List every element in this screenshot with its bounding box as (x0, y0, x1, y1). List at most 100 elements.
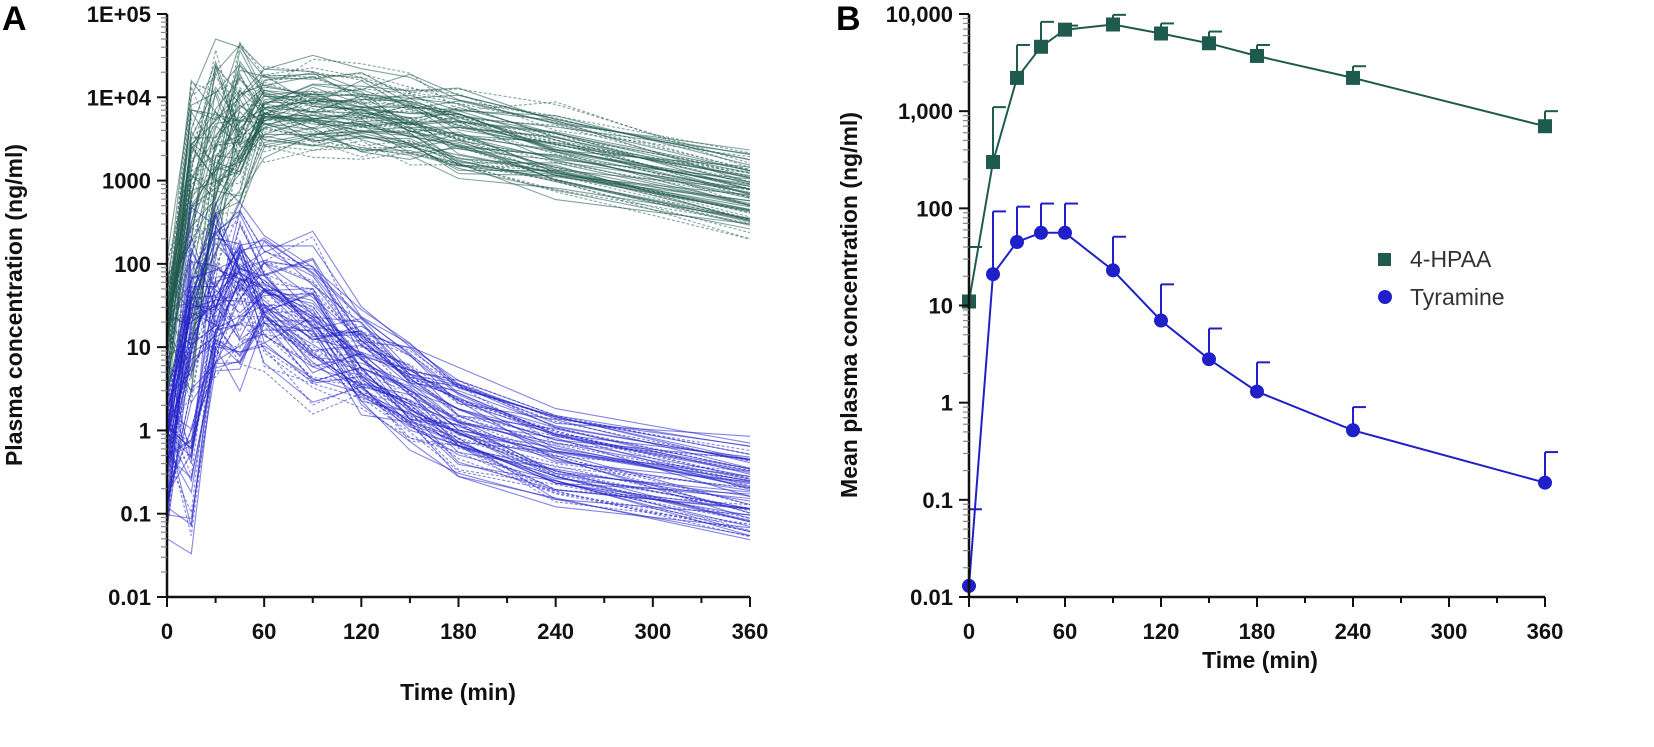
panel-b-point-tyramine (1058, 225, 1072, 240)
panel-a-subject-line (166, 117, 751, 340)
panel-b-point-tyramine (1154, 313, 1168, 328)
panel-b-series-tyramine (962, 202, 1558, 593)
panel-b-y-tick-label: 10 (929, 294, 953, 319)
legend-4-hpaa-label: 4-HPAA (1410, 246, 1492, 272)
panel-b-x-tick-label: 180 (1239, 619, 1276, 644)
panel-b-point-4-hpaa (1010, 70, 1024, 85)
panel-b-x-axis-label: Time (min) (1202, 647, 1318, 673)
panel-a-subject-line (166, 295, 751, 511)
legend-tyramine-label: Tyramine (1410, 284, 1505, 310)
panel-a-subject-line (166, 90, 751, 341)
panel-a-subject-line (166, 262, 751, 460)
panel-a-y-tick-label: 100 (114, 252, 151, 277)
panel-a-x-tick-label: 0 (161, 619, 173, 644)
legend-4-hpaa-marker (1378, 253, 1391, 266)
panel-b-point-tyramine (1202, 352, 1216, 367)
panel-a-subject-line (166, 87, 751, 391)
panel-a-subject-line (166, 74, 751, 336)
panel-b-point-4-hpaa (1106, 17, 1120, 32)
panel-a-subject-line (166, 72, 751, 277)
panel-a-series-4-hpaa (166, 38, 751, 405)
panel-a-subject-line (166, 278, 751, 510)
panel-b-y-tick-label: 100 (916, 196, 953, 221)
panel-a-subject-line (166, 97, 751, 305)
panel-a-subject-lines (166, 38, 751, 555)
panel-a-x-tick-label: 240 (537, 619, 574, 644)
panel-b-point-tyramine (1010, 235, 1024, 250)
panel-b-point-4-hpaa (1154, 26, 1168, 41)
panel-a-x-tick-label: 180 (440, 619, 477, 644)
panel-b-y-tick-label: 1,000 (898, 99, 953, 124)
panel-a-subject-line (166, 284, 751, 520)
panel-a-subject-line (166, 237, 751, 472)
panel-a-subject-line (166, 222, 751, 482)
panel-b-letter: B (836, 0, 861, 38)
panel-b-x-tick-label: 120 (1143, 619, 1180, 644)
panel-b-point-4-hpaa (1058, 22, 1072, 37)
panel-a-y-tick-label: 0.1 (120, 502, 151, 527)
panel-a-subject-line (166, 342, 751, 523)
panel-a-y-tick-label: 1000 (102, 169, 151, 194)
panel-a-subject-line (166, 121, 751, 327)
panel-a: A 0 60 120 180 240 300 360 0.01 0.1 1 10 100 1000 1E+… (1, 0, 768, 705)
panel-a-subject-line (166, 273, 751, 528)
panel-a-subject-line (166, 278, 751, 482)
panel-b-point-tyramine (1538, 475, 1552, 490)
panel-b-x-tick-label: 60 (1053, 619, 1077, 644)
panel-b-x-tick-label: 300 (1431, 619, 1468, 644)
panel-a-x-tick-label: 60 (252, 619, 276, 644)
panel-a-x-axis-label: Time (min) (400, 679, 516, 705)
panel-a-subject-line (166, 63, 751, 325)
panel-b-x-tick-label: 360 (1527, 619, 1564, 644)
panel-a-subject-line (166, 249, 751, 460)
panel-a-subject-line (166, 91, 751, 339)
panel-b-point-tyramine (1346, 423, 1360, 438)
panel-a-x-tick-label: 360 (732, 619, 769, 644)
panel-a-subject-line (166, 245, 751, 489)
panel-b-x-tick-label: 0 (963, 619, 975, 644)
panel-a-axes: 0 60 120 180 240 300 360 0.01 0.1 1 10 100 1000 1E+04… (87, 2, 769, 644)
legend-tyramine-marker (1378, 290, 1392, 304)
panel-b-y-tick-label: 0.01 (910, 585, 953, 610)
panel-a-y-tick-label: 1E+04 (87, 85, 152, 110)
panel-a-subject-line (166, 92, 751, 266)
panel-b-y-axis-label: Mean plasma concentration (ng/ml) (836, 112, 862, 498)
panel-a-subject-line (166, 279, 751, 506)
panel-a-subject-line (166, 126, 751, 323)
panel-a-subject-line (166, 277, 751, 538)
panel-a-subject-line (166, 76, 751, 327)
panel-a-subject-line (166, 290, 751, 514)
panel-a-series-tyramine (166, 199, 751, 555)
panel-a-subject-line (166, 135, 751, 321)
panel-a-subject-line (166, 220, 751, 479)
panel-b-y-tick-label: 1 (941, 391, 953, 416)
panel-a-subject-line (166, 238, 751, 482)
panel-b-y-tick-label: 0.1 (922, 488, 953, 513)
panel-b-point-tyramine (1034, 225, 1048, 240)
panel-b-point-4-hpaa (1538, 119, 1552, 134)
panel-a-subject-line (166, 64, 751, 357)
panel-a-subject-line (166, 92, 751, 379)
panel-a-y-tick-label: 1E+05 (87, 2, 151, 27)
panel-a-subject-line (166, 200, 751, 473)
panel-a-subject-line (166, 306, 751, 510)
panel-a-subject-line (166, 49, 751, 336)
panel-a-subject-line (166, 333, 751, 526)
panel-b-y-tick-label: 10,000 (886, 2, 953, 27)
panel-a-y-tick-label: 0.01 (108, 585, 151, 610)
panel-b-legend: 4-HPAA Tyramine (1378, 246, 1505, 310)
panel-a-letter: A (2, 0, 27, 38)
panel-a-subject-line (166, 324, 751, 527)
panel-a-subject-line (166, 84, 751, 288)
panel-a-subject-line (166, 206, 751, 458)
panel-a-subject-line (166, 304, 751, 498)
panel-b-point-4-hpaa (1346, 70, 1360, 85)
panel-b-point-tyramine (1106, 263, 1120, 278)
panel-b: B 0 60 120 180 240 300 360 0.01 0.1 1 10 100 1,000 10… (836, 0, 1563, 673)
panel-a-subject-line (166, 288, 751, 519)
panel-b-point-tyramine (986, 267, 1000, 282)
panel-a-x-tick-label: 300 (634, 619, 671, 644)
panel-a-y-tick-label: 1 (139, 418, 151, 443)
panel-b-point-tyramine (1250, 384, 1264, 399)
